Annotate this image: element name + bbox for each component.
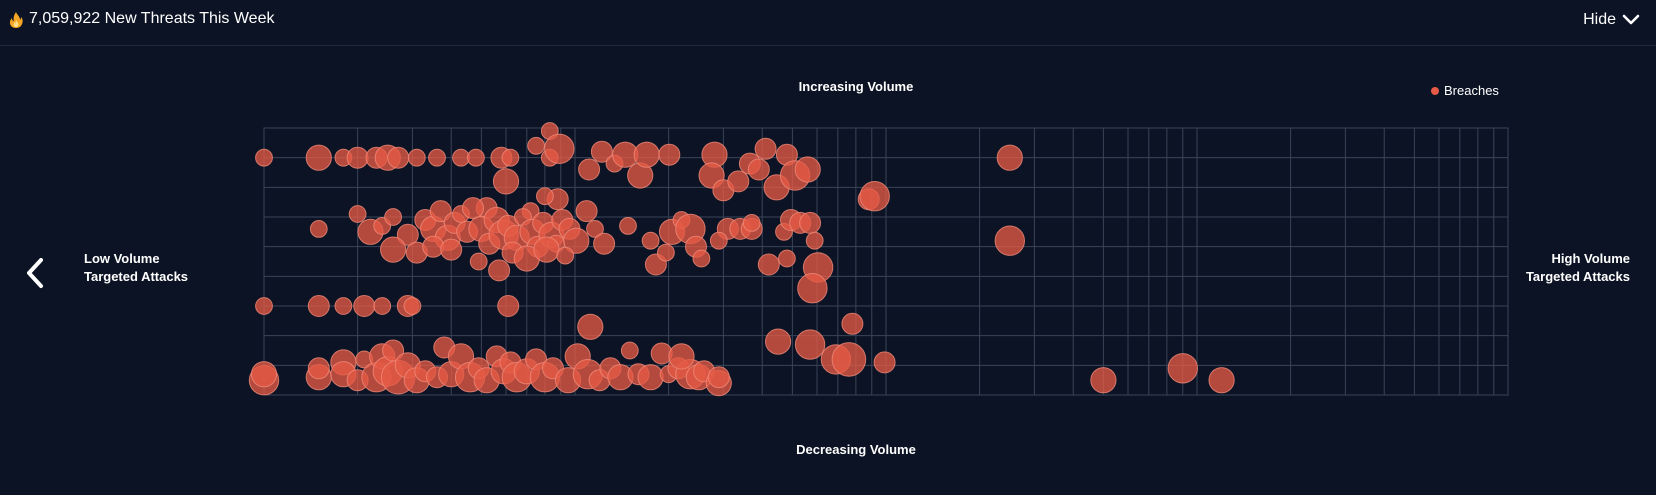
breach-bubble [707,366,730,389]
breach-bubble [577,313,604,340]
breach-bubble [757,253,780,276]
new-threats-title: 7,059,922 New Threats This Week [29,10,275,27]
breach-bubble [873,351,896,374]
breach-bubble [307,295,330,317]
breach-bubble [692,249,711,268]
breach-bubble [403,297,422,315]
breach-bubble [255,148,273,167]
chevron-down-icon [1622,14,1640,25]
breach-bubble [799,211,822,234]
breach-bubble [727,170,750,193]
breach-bubble [334,297,353,315]
chart-legend: Breaches [1431,83,1499,98]
breach-bubble [255,297,273,315]
low-volume-label: Low Volume Targeted Attacks [84,250,188,286]
chevron-left-icon[interactable] [22,256,48,290]
breach-bubble [742,214,761,232]
breach-bubble [488,259,511,282]
breach-bubble [593,232,616,255]
breach-bubble [778,249,796,268]
breach-bubble [794,329,826,360]
breach-bubble [346,146,369,169]
breach-bubble [440,238,463,261]
breach-bubble [380,236,407,263]
breach-bubble [590,140,613,163]
breach-bubble [396,223,419,246]
breach-bubble [794,156,821,183]
flame-icon [9,12,23,28]
breach-bubble [619,217,637,235]
high-volume-line2: Targeted Attacks [1525,269,1630,284]
breach-bubble [1090,367,1117,394]
breach-bubble [407,148,426,167]
breach-bubble [805,231,824,250]
hide-button[interactable]: Hide [1583,9,1640,31]
breach-bubble [533,236,560,263]
breach-bubble [384,208,403,226]
breach-bubble [536,187,554,206]
breach-bubble [831,342,867,377]
increasing-volume-label: Increasing Volume [798,79,914,94]
decreasing-volume-label: Decreasing Volume [796,442,916,457]
breach-bubble [765,328,792,355]
breach-bubble [637,364,664,391]
breach-bubble [641,231,660,250]
breach-bubble [1167,353,1199,384]
breach-bubble [633,141,660,168]
breach-bubble [709,231,728,250]
low-volume-line2: Targeted Attacks [84,269,189,284]
breach-bubble [575,200,598,223]
breach-bubble [497,295,520,317]
breach-bubble [658,143,681,166]
top-bar: 7,059,922 New Threats This Week Hide [0,0,1656,46]
breach-bubble [467,148,485,167]
breach-bubble [544,133,575,165]
breach-bubble [452,148,470,167]
legend-breaches-label: Breaches [1444,83,1499,98]
breach-bubble [797,273,828,304]
breach-bubble [994,225,1025,256]
breach-bubble [859,181,890,212]
breach-bubble [387,146,410,169]
breach-bubble [307,357,330,380]
breach-bubble [373,297,392,315]
legend-breaches-dot [1431,86,1439,95]
breach-bubble [620,341,639,360]
breach-bubble [668,343,695,370]
hide-label: Hide [1583,11,1616,28]
breach-bubble [492,168,520,195]
breach-bubble [348,205,367,223]
breach-bubble [501,148,520,167]
breach-bubble [462,197,484,220]
breach-bubble [309,220,328,238]
breach-bubble [747,158,770,181]
breach-bubble [578,158,601,181]
breach-bubble [586,220,604,238]
breach-bubble [422,235,445,258]
breach-bubble [563,227,590,254]
breach-bubble [841,312,864,335]
breach-bubble [353,295,376,317]
breach-bubble [1208,367,1235,394]
breach-bubble [250,361,278,388]
high-volume-line1: High Volume [1551,251,1630,266]
breach-bubble [428,148,446,167]
breach-bubble [657,243,675,262]
breach-bubble [996,144,1023,171]
breach-bubble [556,246,575,265]
high-volume-label: High Volume Targeted Attacks [1526,250,1630,286]
breach-bubble [305,144,332,171]
breach-bubble [469,252,488,271]
breach-bubble [527,136,545,155]
breach-bubble [754,137,777,160]
low-volume-line1: Low Volume [84,251,160,266]
